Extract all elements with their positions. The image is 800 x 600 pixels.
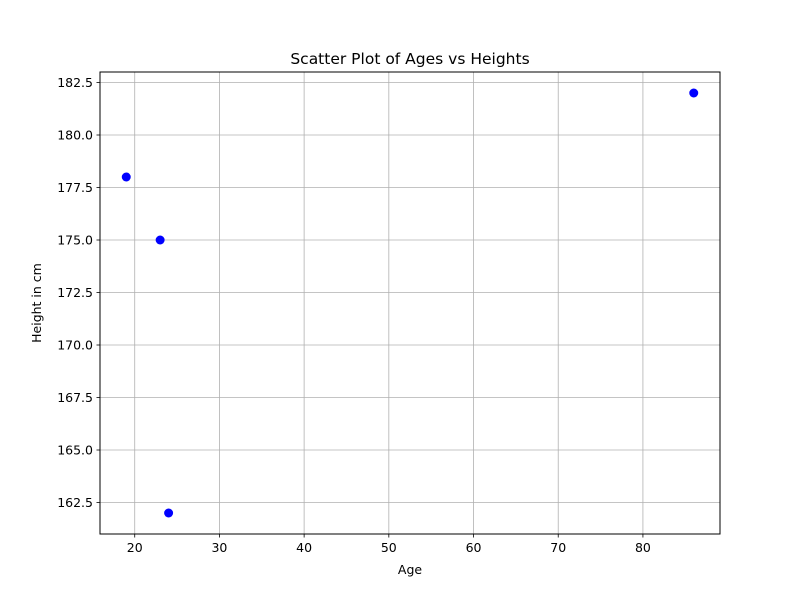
x-axis-ticks: 20 30 40 50 60 70 80 <box>127 534 651 555</box>
x-tick-label: 40 <box>296 540 312 555</box>
plot-area <box>100 72 720 534</box>
data-point <box>121 172 131 182</box>
chart-title: Scatter Plot of Ages vs Heights <box>290 50 529 68</box>
x-tick-label: 20 <box>127 540 143 555</box>
data-point <box>155 235 165 245</box>
y-tick-label: 162.5 <box>57 495 93 510</box>
x-tick-label: 50 <box>381 540 397 555</box>
y-tick-label: 180.0 <box>57 128 93 143</box>
y-tick-label: 182.5 <box>57 75 93 90</box>
data-point <box>164 508 174 518</box>
y-axis-label: Height in cm <box>29 263 44 343</box>
data-point <box>689 88 699 98</box>
y-tick-label: 172.5 <box>57 285 93 300</box>
y-tick-label: 165.0 <box>57 443 93 458</box>
y-tick-label: 167.5 <box>57 390 93 405</box>
data-points <box>121 88 699 518</box>
x-tick-label: 80 <box>635 540 651 555</box>
x-tick-label: 60 <box>466 540 482 555</box>
y-tick-label: 175.0 <box>57 233 93 248</box>
plot-frame <box>99 71 721 535</box>
x-tick-label: 30 <box>211 540 227 555</box>
x-tick-label: 70 <box>550 540 566 555</box>
y-tick-label: 177.5 <box>57 180 93 195</box>
y-axis-ticks: 162.5 165.0 167.5 170.0 172.5 175.0 177.5 180.0… <box>57 75 100 510</box>
y-tick-label: 170.0 <box>57 338 93 353</box>
grid <box>100 72 720 534</box>
x-axis-label: Age <box>398 562 422 577</box>
